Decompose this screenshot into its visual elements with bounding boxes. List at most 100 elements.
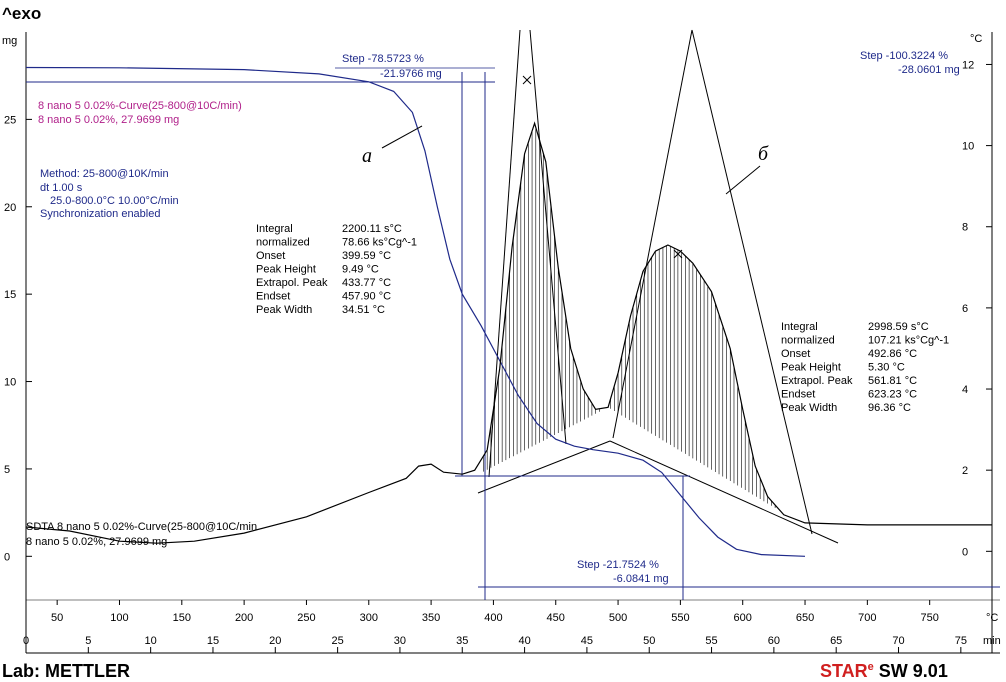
temp-tick-label: 600 (734, 612, 752, 624)
temp-tick-label: 250 (297, 612, 315, 624)
temp-tick-label: 450 (547, 612, 565, 624)
tga-curve (25, 66, 806, 557)
left-tick-label: 0 (4, 551, 10, 563)
right-tick-label: 2 (962, 465, 968, 477)
plot-frame (25, 32, 1000, 654)
temp-tick-label: 400 (484, 612, 502, 624)
footer-brand: STARe SW 9.01 (820, 661, 948, 681)
peak-param-value: 96.36 °C (868, 402, 911, 414)
peak-param-value: 78.66 ks°Cg^-1 (342, 237, 417, 249)
brand-e: e (868, 661, 874, 673)
brand-star: STAR (820, 661, 868, 681)
peak-integration-hatching (483, 127, 776, 509)
right-tick-label: 12 (962, 59, 974, 71)
peak1-right-tangent (529, 29, 567, 445)
time-tick-label: 65 (830, 635, 842, 647)
temp-axis-unit: °C (986, 612, 998, 624)
method-line4: Synchronization enabled (40, 208, 160, 220)
step3-mass: -6.0841 mg (613, 573, 669, 585)
time-tick-label: 75 (955, 635, 967, 647)
time-tick-label: 10 (145, 635, 157, 647)
peak-param-label: Integral (256, 223, 293, 235)
peak-param-label: normalized (256, 237, 310, 249)
right-tick-label: 6 (962, 303, 968, 315)
peak-param-label: Endset (781, 389, 815, 401)
step1-mass: -21.9766 mg (380, 68, 442, 80)
step1-percent: Step -78.5723 % (342, 53, 424, 65)
peak-param-label: Peak Width (781, 402, 837, 414)
peak-param-value: 433.77 °C (342, 277, 391, 289)
temp-tick-label: 300 (360, 612, 378, 624)
time-tick-label: 5 (85, 635, 91, 647)
annotation-a-leader (381, 125, 423, 149)
peak-param-value: 399.59 °C (342, 250, 391, 262)
temp-tick-label: 50 (51, 612, 63, 624)
right-axis-unit: °C (970, 33, 982, 45)
peak-param-value: 561.81 °C (868, 375, 917, 387)
temp-tick-label: 650 (796, 612, 814, 624)
method-line2: dt 1.00 s (40, 182, 83, 194)
sdta-curve-sample: 8 nano 5 0.02%, 27.9699 mg (26, 536, 167, 548)
right-tick-label: 10 (962, 141, 974, 153)
peak2-right-tangent (691, 29, 813, 535)
right-tick-label: 4 (962, 384, 968, 396)
peak-param-value: 623.23 °C (868, 389, 917, 401)
step2-mass: -28.0601 mg (898, 64, 960, 76)
temp-tick-label: 500 (609, 612, 627, 624)
temp-tick-label: 150 (173, 612, 191, 624)
peak-param-value: 2998.59 s°C (868, 321, 929, 333)
sdta-curve-name: SDTA 8 nano 5 0.02%-Curve(25-800@10C/min (26, 521, 257, 533)
left-axis-unit: mg (2, 35, 17, 47)
peak-param-value: 492.86 °C (868, 348, 917, 360)
peak-param-value: 107.21 ks°Cg^-1 (868, 335, 949, 347)
peak2-baseline (609, 440, 839, 544)
peak-param-label: Onset (781, 348, 810, 360)
left-tick-label: 10 (4, 377, 16, 389)
peak-param-label: Extrapol. Peak (256, 277, 328, 289)
left-tick-label: 5 (4, 464, 10, 476)
temperature-axis-ticks: 50 100 150 200 250 300 350 400 450 500 550 600 650 70… (51, 600, 998, 624)
peak-param-label: Integral (781, 321, 818, 333)
peak1-baseline (477, 440, 611, 494)
time-tick-label: 25 (331, 635, 343, 647)
time-tick-label: 0 (23, 635, 29, 647)
annotation-a: а (362, 145, 372, 167)
temp-tick-label: 200 (235, 612, 253, 624)
sdta-curve (25, 121, 992, 544)
time-tick-label: 50 (643, 635, 655, 647)
left-tick-label: 15 (4, 289, 16, 301)
time-tick-label: 30 (394, 635, 406, 647)
time-tick-label: 45 (581, 635, 593, 647)
peak2-results-table: Integral 2998.59 s°C normalized 107.21 ks°… (781, 321, 949, 414)
time-tick-label: 35 (456, 635, 468, 647)
temp-tick-label: 700 (858, 612, 876, 624)
annotation-b-leader (725, 165, 761, 195)
peak-param-label: Onset (256, 250, 285, 262)
temp-tick-label: 100 (110, 612, 128, 624)
peak-param-label: Peak Height (781, 362, 841, 374)
step-construction-lines (26, 67, 1000, 600)
right-tick-label: 8 (962, 222, 968, 234)
peak-markers (522, 75, 683, 259)
time-axis-unit: min (983, 635, 1001, 647)
tga-curve-name: 8 nano 5 0.02%-Curve(25-800@10C/min) (38, 100, 242, 112)
time-tick-label: 15 (207, 635, 219, 647)
peak2-left-tangent (612, 29, 693, 439)
time-tick-label: 55 (705, 635, 717, 647)
peak-param-value: 5.30 °C (868, 362, 905, 374)
footer-lab: Lab: METTLER (2, 661, 130, 681)
tga-curve-sample: 8 nano 5 0.02%, 27.9699 mg (38, 114, 179, 126)
annotation-b: б (758, 143, 769, 165)
chart-title: ^exo (2, 4, 41, 23)
peak-param-label: normalized (781, 335, 835, 347)
peak-param-value: 457.90 °C (342, 291, 391, 303)
method-line1: Method: 25-800@10K/min (40, 168, 169, 180)
temp-tick-label: 550 (671, 612, 689, 624)
peak-param-label: Peak Width (256, 304, 312, 316)
peak-param-label: Peak Height (256, 264, 316, 276)
brand-sw: SW 9.01 (874, 661, 948, 681)
temp-tick-label: 750 (920, 612, 938, 624)
right-axis-ticks: 0 2 4 6 8 10 12 (962, 59, 992, 558)
peak-construction-lines (477, 29, 839, 544)
time-tick-label: 40 (518, 635, 530, 647)
